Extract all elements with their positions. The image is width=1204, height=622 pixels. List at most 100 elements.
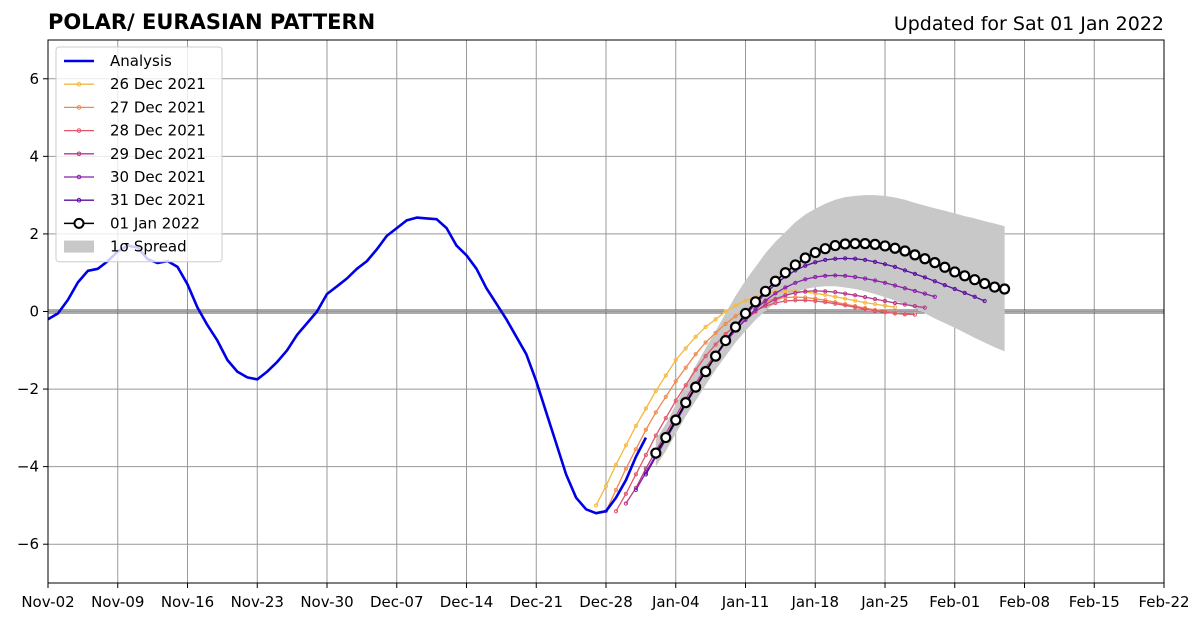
data-point <box>912 312 917 317</box>
legend-label: 28 Dec 2021 <box>110 122 206 140</box>
x-tick-label: Nov-09 <box>91 593 144 611</box>
legend-marker <box>76 174 82 180</box>
series-line <box>595 290 896 506</box>
legend-item: 30 Dec 2021 <box>64 168 206 186</box>
data-point <box>843 256 848 261</box>
legend-marker <box>76 151 82 157</box>
data-point <box>862 300 868 305</box>
x-tick-label: Feb-22 <box>1138 593 1189 611</box>
legend-marker <box>76 105 82 110</box>
legend-item: 27 Dec 2021 <box>64 98 206 116</box>
data-point <box>729 321 742 333</box>
x-tick-label: Jan-11 <box>721 593 770 611</box>
data-point <box>839 238 851 250</box>
legend-label: 29 Dec 2021 <box>110 145 206 163</box>
data-point <box>853 293 858 298</box>
series-dec28 <box>613 298 917 514</box>
data-point <box>998 283 1011 295</box>
data-point <box>912 271 917 276</box>
data-point <box>703 354 708 359</box>
x-tick-label: Nov-30 <box>300 593 353 611</box>
data-point <box>872 296 878 302</box>
data-point <box>872 259 878 264</box>
data-point <box>623 501 629 506</box>
data-point <box>683 346 688 351</box>
data-point <box>763 298 768 303</box>
data-point <box>909 249 921 261</box>
data-point <box>663 373 668 378</box>
data-point <box>892 300 898 306</box>
x-tick-label: Dec-28 <box>579 593 633 611</box>
data-point <box>739 307 752 320</box>
data-point <box>949 266 961 278</box>
data-point <box>889 242 901 254</box>
data-point <box>813 288 818 294</box>
data-point <box>783 293 788 298</box>
data-point <box>853 256 858 261</box>
data-point <box>723 309 728 314</box>
data-point <box>753 307 758 312</box>
data-point <box>922 291 927 296</box>
data-point <box>663 394 668 399</box>
data-point <box>859 238 871 250</box>
data-point <box>892 264 898 269</box>
legend-item: 26 Dec 2021 <box>64 75 206 93</box>
data-point <box>763 302 768 307</box>
data-point <box>759 285 772 297</box>
data-point <box>803 298 808 303</box>
data-point <box>623 466 629 471</box>
x-tick-label: Jan-04 <box>651 593 700 611</box>
data-point <box>942 283 947 288</box>
legend-item: 1σ Spread <box>64 238 187 256</box>
data-point <box>989 281 1001 293</box>
x-tick-label: Feb-08 <box>999 593 1050 611</box>
data-point <box>779 267 791 279</box>
legend-swatch <box>64 240 94 253</box>
data-point <box>673 357 678 363</box>
data-point <box>783 289 788 294</box>
series-line <box>625 290 925 504</box>
data-point <box>789 259 801 271</box>
x-tick-label: Dec-21 <box>509 593 563 611</box>
y-tick-label: 2 <box>29 225 39 243</box>
data-point <box>713 342 718 347</box>
data-point <box>932 294 937 299</box>
y-tick-label: −2 <box>17 380 39 398</box>
data-point <box>653 410 658 415</box>
data-point <box>843 291 848 296</box>
data-point <box>982 298 987 304</box>
data-point <box>613 462 619 467</box>
data-point <box>979 277 991 290</box>
data-point <box>593 503 599 508</box>
data-point <box>862 295 868 300</box>
data-point <box>799 252 811 264</box>
data-point <box>902 302 908 307</box>
data-point <box>813 260 818 265</box>
x-tick-label: Nov-23 <box>231 593 284 611</box>
data-point <box>643 472 648 477</box>
data-point <box>882 280 888 285</box>
x-tick-label: Dec-14 <box>440 593 494 611</box>
data-point <box>603 483 609 489</box>
series-line <box>615 299 915 512</box>
data-point <box>823 289 828 294</box>
legend-label: 27 Dec 2021 <box>110 98 206 116</box>
legend-item: 31 Dec 2021 <box>64 191 206 209</box>
data-point <box>892 311 898 316</box>
data-point <box>862 276 868 281</box>
data-point <box>843 296 848 301</box>
data-point <box>743 298 748 303</box>
data-point <box>793 290 798 295</box>
data-point <box>843 303 848 308</box>
data-point <box>633 472 638 477</box>
data-point <box>813 298 818 304</box>
data-point <box>939 261 951 273</box>
x-tick-label: Dec-07 <box>370 593 424 611</box>
data-point <box>680 397 692 409</box>
x-tick-label: Jan-18 <box>790 593 839 611</box>
chart-title: POLAR/ EURASIAN PATTERN <box>48 10 375 34</box>
y-tick-label: −4 <box>17 458 39 476</box>
legend-marker <box>73 217 85 229</box>
legend-label: 26 Dec 2021 <box>110 75 206 93</box>
data-point <box>683 365 688 370</box>
